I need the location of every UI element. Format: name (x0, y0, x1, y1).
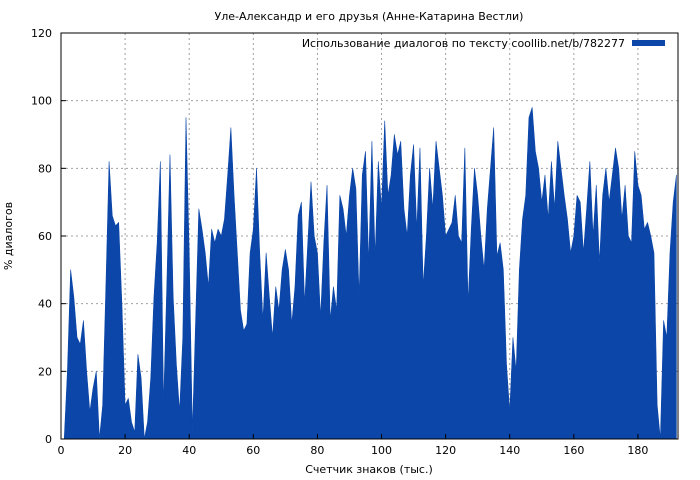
y-axis-label: % диалогов (2, 202, 15, 270)
x-tick-label: 80 (310, 444, 324, 457)
axis-ticks: 0 20 40 60 80 100 120 140 160 180 0 20 40 60 80 100 120 (31, 27, 648, 457)
x-tick-label: 140 (499, 444, 520, 457)
legend-swatch (632, 40, 665, 46)
y-tick-label: 100 (31, 95, 52, 108)
chart-title: Уле-Александр и его друзья (Анне-Катарин… (215, 10, 524, 23)
x-tick-label: 60 (246, 444, 260, 457)
series-area-path (60, 107, 677, 440)
x-tick-label: 120 (435, 444, 456, 457)
y-tick-label: 60 (38, 230, 52, 243)
y-tick-label: 0 (45, 433, 52, 446)
x-axis-label: Счетчик знаков (тыс.) (305, 463, 433, 476)
x-tick-label: 20 (118, 444, 132, 457)
y-tick-label: 20 (38, 365, 52, 378)
y-tick-label: 120 (31, 27, 52, 40)
series-area (60, 107, 677, 440)
x-tick-label: 100 (371, 444, 392, 457)
x-tick-label: 160 (563, 444, 584, 457)
legend: Использование диалогов по тексту coollib… (302, 37, 665, 50)
x-tick-label: 0 (58, 444, 65, 457)
legend-label: Использование диалогов по тексту coollib… (302, 37, 625, 50)
x-tick-label: 40 (182, 444, 196, 457)
y-tick-label: 80 (38, 162, 52, 175)
y-tick-label: 40 (38, 298, 52, 311)
x-tick-label: 180 (627, 444, 648, 457)
